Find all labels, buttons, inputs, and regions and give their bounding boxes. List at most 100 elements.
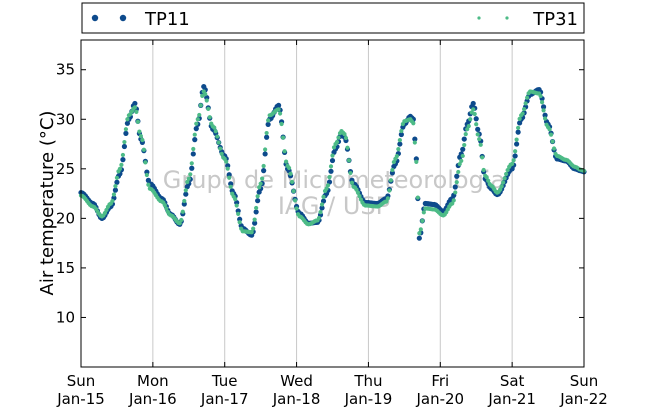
data-point-interp bbox=[189, 165, 195, 171]
data-point-interp bbox=[454, 180, 459, 185]
data-point bbox=[117, 166, 123, 171]
data-point-interp bbox=[197, 112, 202, 118]
data-point bbox=[471, 107, 476, 112]
data-point-interp bbox=[207, 115, 212, 120]
data-point-interp bbox=[162, 203, 167, 208]
data-point-interp bbox=[391, 159, 396, 165]
data-point-interp bbox=[289, 179, 295, 184]
data-point-interp bbox=[189, 161, 194, 166]
data-point-interp bbox=[263, 147, 268, 152]
x-tick-label-day: Thu bbox=[353, 372, 382, 390]
y-axis: 10 15 20 25 30 35 bbox=[56, 61, 584, 326]
data-point-interp bbox=[468, 117, 473, 122]
data-point-interp bbox=[460, 153, 465, 159]
data-point-interp bbox=[255, 194, 260, 199]
data-point-interp bbox=[349, 180, 355, 185]
data-point bbox=[324, 186, 329, 191]
data-point-interp bbox=[183, 191, 189, 197]
data-point-interp bbox=[514, 141, 520, 147]
data-point-interp bbox=[206, 106, 211, 111]
data-point-interp bbox=[185, 179, 190, 185]
legend-marker-tp31 bbox=[477, 16, 509, 20]
data-point-interp bbox=[316, 215, 322, 221]
data-point-interp bbox=[111, 192, 117, 197]
data-point-interp bbox=[328, 164, 334, 169]
data-point-interp bbox=[319, 205, 325, 211]
data-point-interp bbox=[234, 199, 240, 206]
legend-box bbox=[81, 2, 585, 34]
data-point-interp bbox=[517, 116, 522, 122]
data-point-interp bbox=[191, 146, 196, 152]
data-point-interp bbox=[541, 108, 546, 113]
data-point-interp bbox=[219, 151, 224, 156]
data-point-interp bbox=[418, 227, 423, 232]
data-point bbox=[510, 161, 515, 166]
data-point-interp bbox=[179, 217, 184, 223]
y-tick-label: 10 bbox=[56, 308, 75, 326]
y-tick-label: 35 bbox=[56, 61, 75, 79]
data-point-interp bbox=[385, 196, 390, 201]
data-point-interp bbox=[281, 135, 286, 140]
data-point-interp bbox=[523, 101, 528, 106]
data-point-interp bbox=[456, 169, 461, 175]
y-tick-label: 20 bbox=[56, 209, 75, 227]
data-point-interp bbox=[193, 126, 199, 132]
data-point-interp bbox=[224, 159, 229, 164]
data-point-interp bbox=[319, 202, 325, 207]
data-point-interp bbox=[279, 121, 284, 127]
x-tick-label-date: Jan-17 bbox=[200, 390, 249, 408]
data-point-interp bbox=[114, 175, 120, 180]
data-point-interp bbox=[457, 161, 462, 167]
series-tp31 bbox=[78, 89, 587, 236]
data-point-interp bbox=[394, 154, 399, 159]
data-point-interp bbox=[462, 142, 467, 148]
data-point-interp bbox=[292, 198, 298, 203]
data-point-interp bbox=[399, 128, 404, 134]
x-tick-label-date: Jan-20 bbox=[415, 390, 464, 408]
data-point-interp bbox=[194, 121, 199, 126]
data-point-interp bbox=[121, 143, 128, 150]
data-point-interp bbox=[164, 206, 169, 211]
legend: TP11 TP31 bbox=[81, 2, 585, 34]
y-tick-label: 25 bbox=[56, 160, 75, 178]
data-point-interp bbox=[255, 198, 261, 204]
data-point-interp bbox=[515, 129, 521, 135]
legend-dot bbox=[119, 14, 127, 22]
data-point-interp bbox=[227, 175, 232, 180]
data-point-interp bbox=[513, 149, 518, 154]
data-point-interp bbox=[331, 145, 337, 150]
data-point-interp bbox=[192, 132, 197, 137]
data-point bbox=[470, 100, 476, 107]
data-point bbox=[384, 199, 389, 204]
data-point-interp bbox=[397, 137, 402, 143]
data-point-interp bbox=[396, 147, 401, 152]
data-point-interp bbox=[453, 190, 458, 195]
data-point-interp bbox=[480, 155, 485, 160]
data-point-interp bbox=[123, 130, 129, 136]
data-point-interp bbox=[288, 171, 293, 176]
data-point-interp bbox=[228, 181, 234, 187]
data-point-interp bbox=[334, 139, 340, 145]
data-point-interp bbox=[261, 168, 267, 174]
watermark: Grupo de Micrometeorologia IAG / USP bbox=[163, 166, 505, 220]
data-point-interp bbox=[215, 134, 220, 139]
data-point-interp bbox=[119, 162, 124, 167]
x-tick-label-day: Wed bbox=[280, 372, 313, 390]
data-point-interp bbox=[355, 190, 361, 195]
data-point-interp bbox=[134, 109, 139, 114]
data-point-interp bbox=[472, 111, 477, 117]
data-point bbox=[138, 134, 143, 139]
data-point-interp bbox=[387, 188, 392, 193]
data-point-interp bbox=[522, 107, 527, 112]
data-point-interp bbox=[498, 187, 503, 192]
data-point bbox=[417, 231, 422, 236]
data-point-interp bbox=[252, 220, 258, 226]
series-layer bbox=[78, 83, 587, 241]
data-point-interp bbox=[286, 165, 292, 171]
data-point-interp bbox=[484, 175, 489, 180]
data-point-interp bbox=[257, 185, 262, 190]
data-point-interp bbox=[225, 163, 231, 169]
data-point-interp bbox=[481, 167, 486, 173]
data-point-interp bbox=[264, 130, 269, 136]
data-point-interp bbox=[348, 170, 353, 176]
